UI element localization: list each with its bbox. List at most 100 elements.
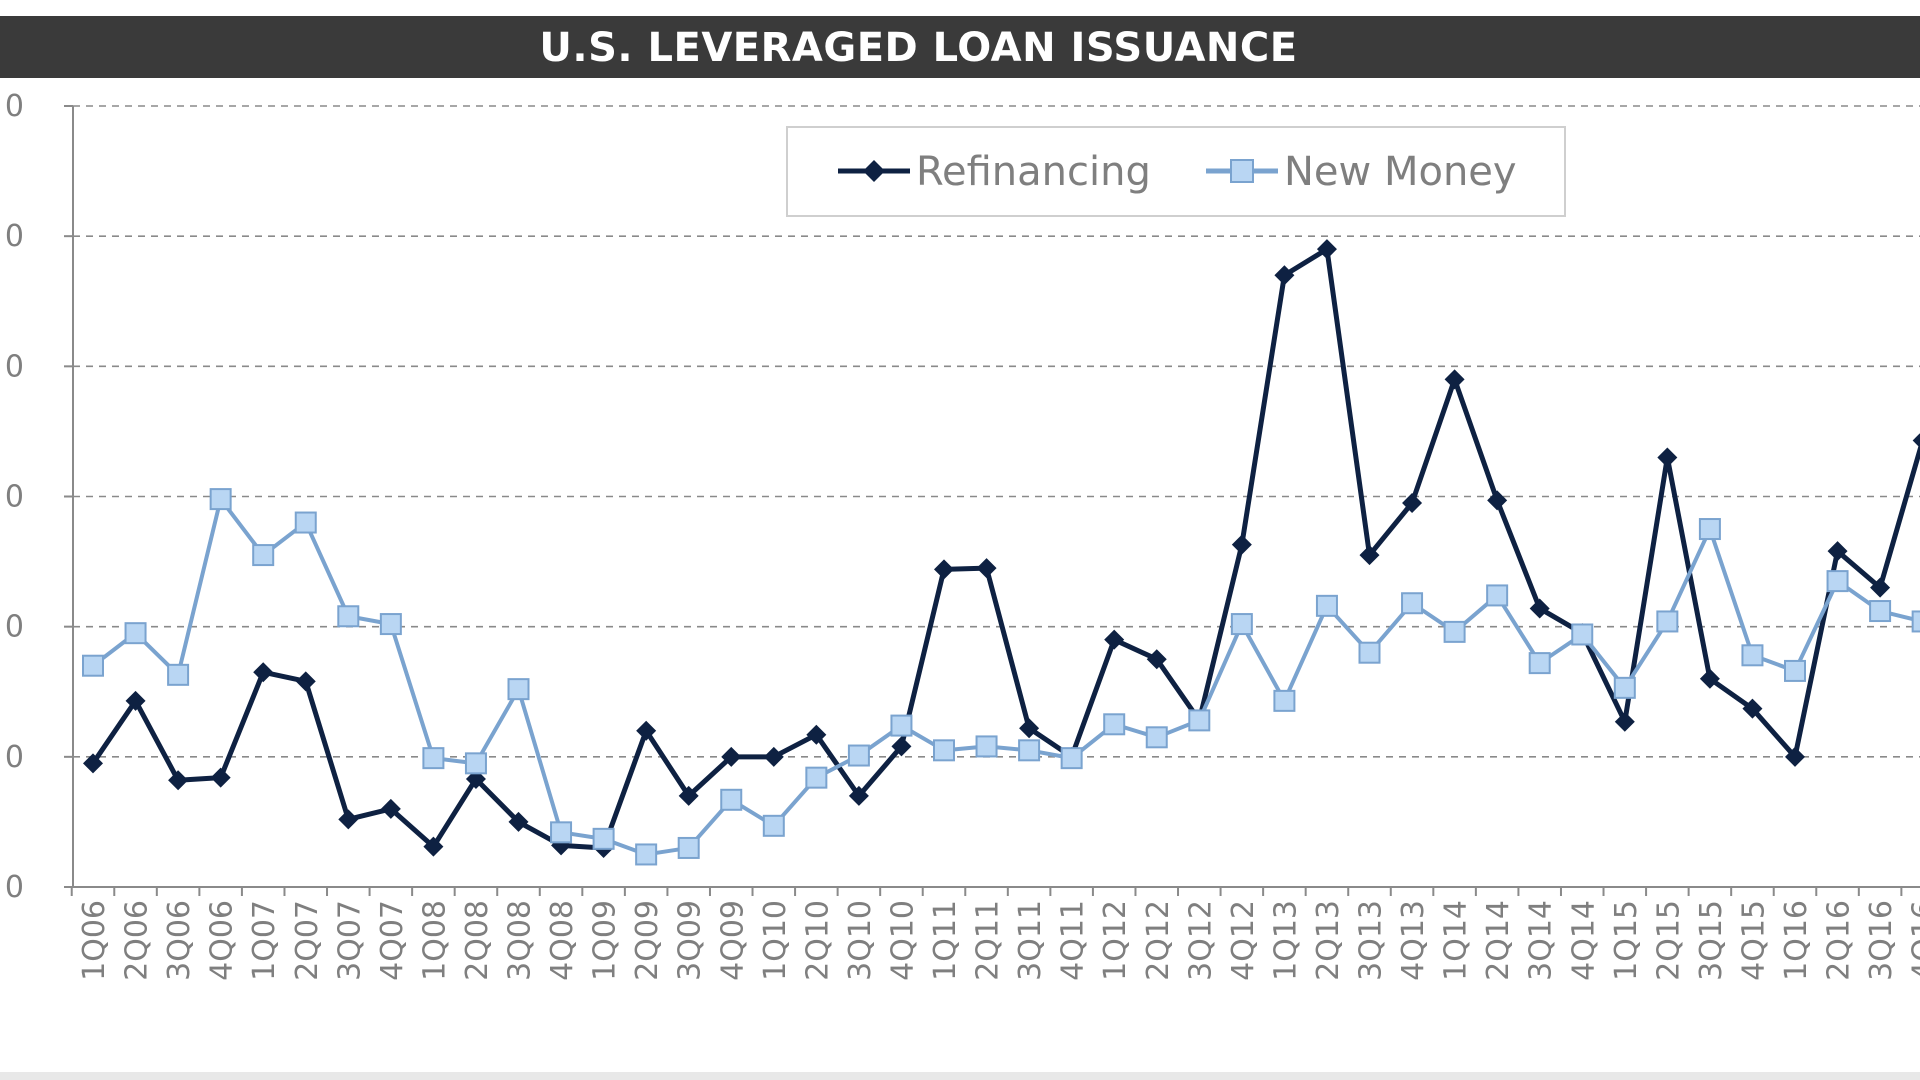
data-point-diamond: [168, 770, 189, 791]
data-point-diamond: [508, 811, 529, 832]
legend-label: Refinancing: [916, 149, 1151, 195]
data-point-diamond: [1699, 668, 1720, 689]
y-tick-label: 0: [5, 480, 24, 515]
data-point-diamond: [1614, 711, 1635, 732]
x-tick-label: 2Q13: [1311, 900, 1346, 981]
series-new-money: [82, 488, 1920, 866]
y-tick-label: 0: [5, 870, 24, 905]
legend-label: New Money: [1284, 149, 1517, 195]
data-point-square: [252, 544, 275, 567]
data-point-square: [1443, 620, 1466, 643]
x-tick-label: 3Q13: [1354, 900, 1389, 981]
data-point-diamond: [636, 720, 657, 741]
y-tick-label: 0: [5, 610, 24, 645]
data-point-square: [677, 836, 700, 859]
data-point-diamond: [721, 746, 742, 767]
data-point-diamond: [1019, 718, 1040, 739]
y-tick-label: 0: [5, 219, 24, 254]
x-tick-label: 3Q11: [1013, 900, 1048, 981]
x-tick-label: 1Q14: [1439, 900, 1474, 981]
data-point-square: [379, 613, 402, 636]
data-point-diamond: [125, 690, 146, 711]
data-point-diamond: [210, 767, 231, 788]
x-tick-label: 2Q07: [290, 900, 325, 981]
data-point-diamond: [891, 736, 912, 757]
data-point-diamond: [678, 785, 699, 806]
x-tick-label: 4Q11: [1056, 900, 1091, 981]
data-point-square: [1486, 584, 1509, 607]
x-tick-label: 1Q09: [588, 900, 623, 981]
data-point-diamond: [806, 724, 827, 745]
data-point-square: [337, 605, 360, 628]
data-point-square: [1528, 652, 1551, 675]
title-bar: [0, 16, 1920, 78]
data-point-square: [890, 714, 913, 737]
data-point-square: [82, 654, 104, 677]
x-tick-label: 4Q08: [545, 900, 580, 981]
chart-title: U.S. LEVERAGED LOAN ISSUANCE: [539, 25, 1298, 71]
data-point-diamond: [848, 785, 869, 806]
data-point-diamond: [338, 809, 359, 830]
data-point-square: [1103, 713, 1126, 736]
x-tick-label: 3Q10: [843, 900, 878, 981]
data-point-diamond: [1274, 265, 1295, 286]
x-tick-label: 1Q10: [758, 900, 793, 981]
data-point-square: [762, 814, 785, 837]
data-point-diamond: [1146, 649, 1167, 670]
data-point-diamond: [1402, 493, 1423, 514]
x-tick-label: 4Q09: [715, 900, 750, 981]
bottom-rule: [0, 1072, 1920, 1080]
data-point-square: [592, 827, 615, 850]
data-point-square: [1145, 726, 1168, 749]
data-point-square: [1188, 709, 1211, 732]
legend-marker-diamond: [863, 160, 885, 182]
data-point-diamond: [1827, 541, 1848, 562]
x-tick-label: 2Q06: [120, 900, 155, 981]
x-tick-label: 1Q12: [1098, 900, 1133, 981]
data-point-diamond: [976, 558, 997, 579]
data-point-square: [1911, 610, 1920, 633]
data-point-diamond: [934, 559, 954, 580]
data-point-square: [1656, 610, 1679, 633]
x-tick-label: 3Q15: [1694, 900, 1729, 981]
x-tick-label: 3Q07: [332, 900, 367, 981]
data-point-diamond: [1529, 598, 1550, 619]
y-tick-label: 0: [5, 740, 24, 775]
data-point-diamond: [763, 746, 784, 767]
x-tick-label: 4Q10: [885, 900, 920, 981]
x-tick-label: 4Q16: [1907, 900, 1920, 981]
data-point-square: [1869, 600, 1892, 623]
x-tick-label: 3Q16: [1864, 900, 1899, 981]
x-tick-label: 1Q16: [1779, 900, 1814, 981]
data-point-square: [1358, 641, 1381, 664]
legend-box: [786, 126, 1566, 217]
axes: [64, 105, 1920, 896]
legend: Refinancing New Money: [786, 126, 1566, 217]
x-tick-label: 3Q09: [673, 900, 708, 981]
data-point-square: [720, 788, 743, 811]
x-tick-label: 3Q14: [1524, 900, 1559, 981]
x-tick-label: 2Q08: [460, 900, 495, 981]
data-point-diamond: [1359, 545, 1380, 566]
x-tick-label: 3Q12: [1183, 900, 1218, 981]
data-point-diamond: [83, 753, 103, 774]
data-point-diamond: [1657, 447, 1678, 468]
x-tick-label: 3Q06: [162, 900, 197, 981]
data-point-square: [1741, 644, 1764, 667]
x-tick-label: 1Q07: [247, 900, 282, 981]
data-point-square: [1571, 623, 1594, 646]
x-tick-label: 2Q14: [1481, 900, 1516, 981]
x-tick-label: 2Q15: [1651, 900, 1686, 981]
data-point-square: [805, 766, 828, 789]
data-point-square: [1401, 592, 1424, 615]
series-line: [91, 497, 1920, 857]
data-point-square: [635, 843, 658, 866]
x-tick-label: 1Q11: [928, 900, 963, 981]
data-point-square: [1230, 613, 1253, 636]
series-refinancing: [83, 239, 1920, 858]
data-point-square: [975, 735, 998, 758]
data-point-square: [1784, 659, 1806, 682]
data-point-square: [422, 747, 445, 770]
x-tick-label: 4Q14: [1566, 900, 1601, 981]
